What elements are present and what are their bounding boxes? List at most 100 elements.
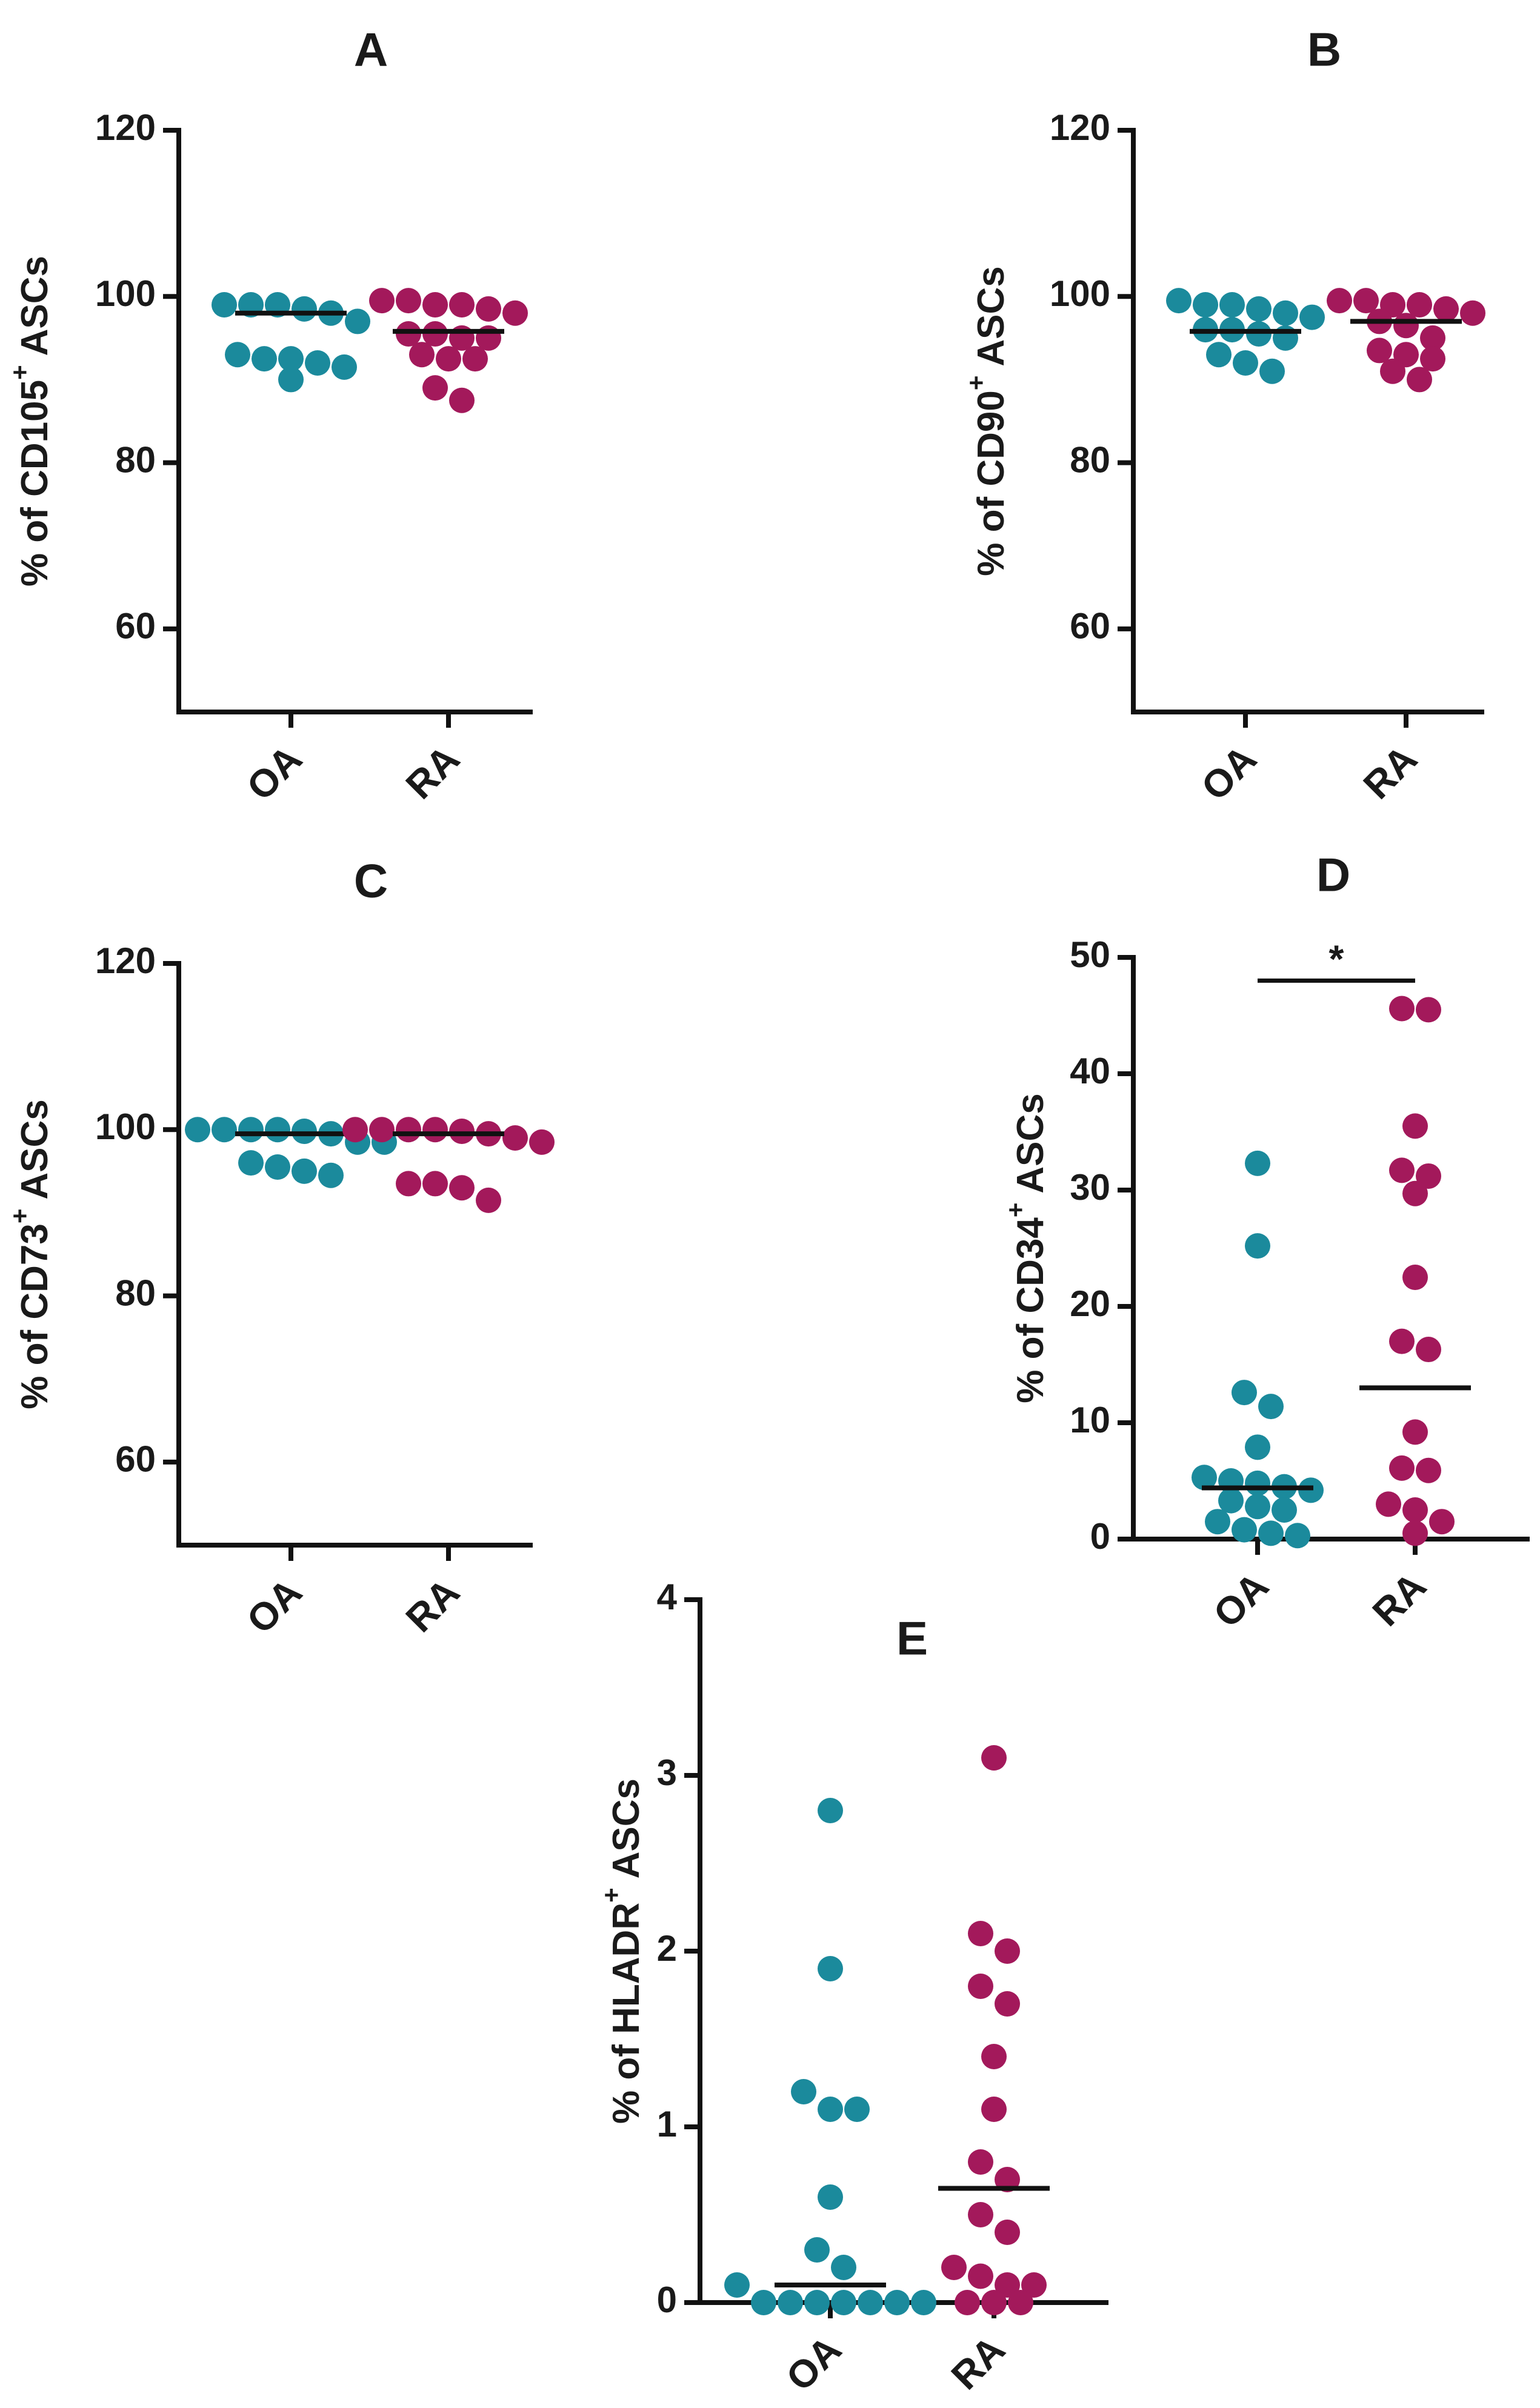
data-point-oa — [292, 1158, 317, 1184]
data-point-ra — [995, 2220, 1020, 2245]
data-point-ra — [955, 2290, 980, 2315]
panel-d: D 0 10 20 30 40 50 OA RA % of CD34+ ASCs * — [1001, 848, 1530, 1636]
data-point-ra — [968, 1974, 993, 1999]
y-tick-label: 10 — [1070, 1400, 1110, 1440]
data-point-ra — [1420, 325, 1445, 351]
data-point-ra — [995, 1938, 1020, 1964]
y-tick-label: 60 — [115, 1439, 156, 1480]
data-point-oa — [818, 2097, 843, 2122]
y-tick-label: 50 — [1070, 934, 1110, 975]
data-point-ra — [1389, 1328, 1415, 1354]
data-point-oa — [252, 346, 277, 372]
data-point-ra — [1327, 288, 1352, 314]
x-category-label: RA — [1355, 737, 1425, 807]
data-point-ra — [422, 1171, 448, 1197]
data-point-ra — [1402, 1497, 1428, 1523]
data-point-oa — [1246, 321, 1272, 347]
data-point-oa — [292, 1119, 317, 1145]
panel-a: A 60 80 100 120 OA RA % of CD105+ ASCs — [5, 23, 533, 809]
data-point-ra — [449, 292, 475, 318]
y-axis-label: % of CD90+ ASCs — [962, 266, 1012, 576]
data-point-ra — [968, 2202, 993, 2227]
data-point-ra — [1402, 1520, 1428, 1546]
data-point-oa — [724, 2272, 750, 2298]
data-point-oa — [1193, 292, 1218, 318]
x-category-label: RA — [1364, 1564, 1435, 1634]
data-point-oa — [318, 1162, 344, 1188]
data-point-oa — [1245, 1233, 1270, 1259]
data-point-oa — [278, 346, 304, 372]
x-category-label: OA — [778, 2327, 850, 2400]
data-point-oa — [858, 2290, 883, 2315]
data-point-oa — [332, 354, 357, 380]
data-point-ra — [968, 2263, 993, 2289]
data-point-ra — [1402, 1113, 1428, 1139]
data-point-ra — [1008, 2290, 1033, 2315]
y-tick-label: 80 — [115, 439, 156, 480]
data-point-oa — [1258, 1394, 1284, 1420]
y-tick-label: 20 — [1070, 1283, 1110, 1324]
data-point-ra — [981, 1745, 1007, 1771]
data-point-oa — [911, 2290, 936, 2315]
data-point-ra — [396, 1171, 421, 1197]
data-point-ra — [1389, 996, 1415, 1022]
data-point-ra — [1389, 1157, 1415, 1183]
data-point-oa — [238, 1117, 264, 1143]
data-point-ra — [502, 1125, 528, 1151]
data-point-oa — [1218, 1488, 1244, 1514]
data-point-oa — [831, 2290, 856, 2315]
data-point-ra — [1402, 1180, 1428, 1206]
x-category-label: RA — [398, 1570, 468, 1640]
data-point-oa — [305, 350, 330, 376]
y-axis-label-suffix: ASCs — [970, 266, 1012, 375]
data-point-oa — [818, 1798, 843, 1823]
y-tick-label: 100 — [1050, 273, 1110, 314]
data-point-oa — [791, 2079, 816, 2104]
data-point-ra — [995, 1991, 1020, 2017]
data-point-oa — [238, 1150, 264, 1176]
data-point-ra — [1353, 288, 1379, 314]
data-point-oa — [212, 1117, 237, 1143]
data-point-oa — [804, 2237, 830, 2263]
y-axis-label-text: % of CD105 — [14, 380, 56, 587]
y-tick-label: 60 — [1070, 606, 1110, 647]
data-point-oa — [1273, 300, 1298, 326]
data-point-ra — [968, 1921, 993, 1946]
data-point-ra — [342, 1117, 368, 1143]
data-point-oa — [225, 342, 250, 368]
data-point-oa — [751, 2290, 776, 2315]
data-point-oa — [1285, 1523, 1310, 1549]
data-point-oa — [1233, 350, 1258, 376]
data-point-oa — [185, 1117, 210, 1143]
y-tick-label: 80 — [115, 1272, 156, 1313]
x-category-label: OA — [238, 737, 310, 809]
data-point-ra — [995, 2272, 1020, 2298]
data-point-ra — [409, 342, 435, 368]
panel-title: D — [1316, 848, 1350, 902]
data-point-oa — [1232, 1380, 1257, 1406]
significance-label: * — [1329, 937, 1344, 980]
data-point-ra — [981, 2290, 1007, 2315]
data-point-ra — [529, 1129, 555, 1155]
panel-title: C — [354, 854, 388, 908]
data-point-ra — [1407, 292, 1432, 318]
data-point-ra — [1389, 1455, 1415, 1481]
y-axis-label: % of HLADR+ ASCs — [597, 1778, 647, 2124]
data-point-oa — [292, 296, 317, 322]
data-point-ra — [1402, 1419, 1428, 1445]
data-point-ra — [968, 2149, 993, 2175]
data-point-ra — [369, 1117, 395, 1143]
data-point-oa — [1246, 296, 1272, 322]
data-point-ra — [1433, 296, 1459, 322]
data-point-oa — [1245, 1150, 1270, 1176]
data-point-oa — [1232, 1517, 1257, 1543]
data-point-ra — [1416, 997, 1441, 1023]
y-tick-label: 120 — [1050, 107, 1110, 148]
data-point-ra — [502, 300, 528, 326]
data-point-ra — [449, 1119, 475, 1145]
y-axis-label-text: % of CD73 — [14, 1223, 56, 1409]
y-tick-label: 0 — [1090, 1516, 1110, 1557]
data-point-ra — [436, 346, 461, 372]
y-axis-label-superscript: + — [597, 1887, 625, 1903]
y-axis-label: % of CD105+ ASCs — [5, 256, 56, 587]
